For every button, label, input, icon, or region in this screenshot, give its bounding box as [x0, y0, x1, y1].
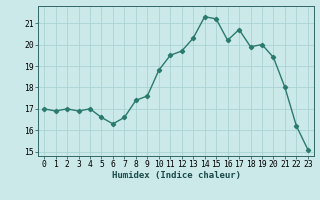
X-axis label: Humidex (Indice chaleur): Humidex (Indice chaleur): [111, 171, 241, 180]
